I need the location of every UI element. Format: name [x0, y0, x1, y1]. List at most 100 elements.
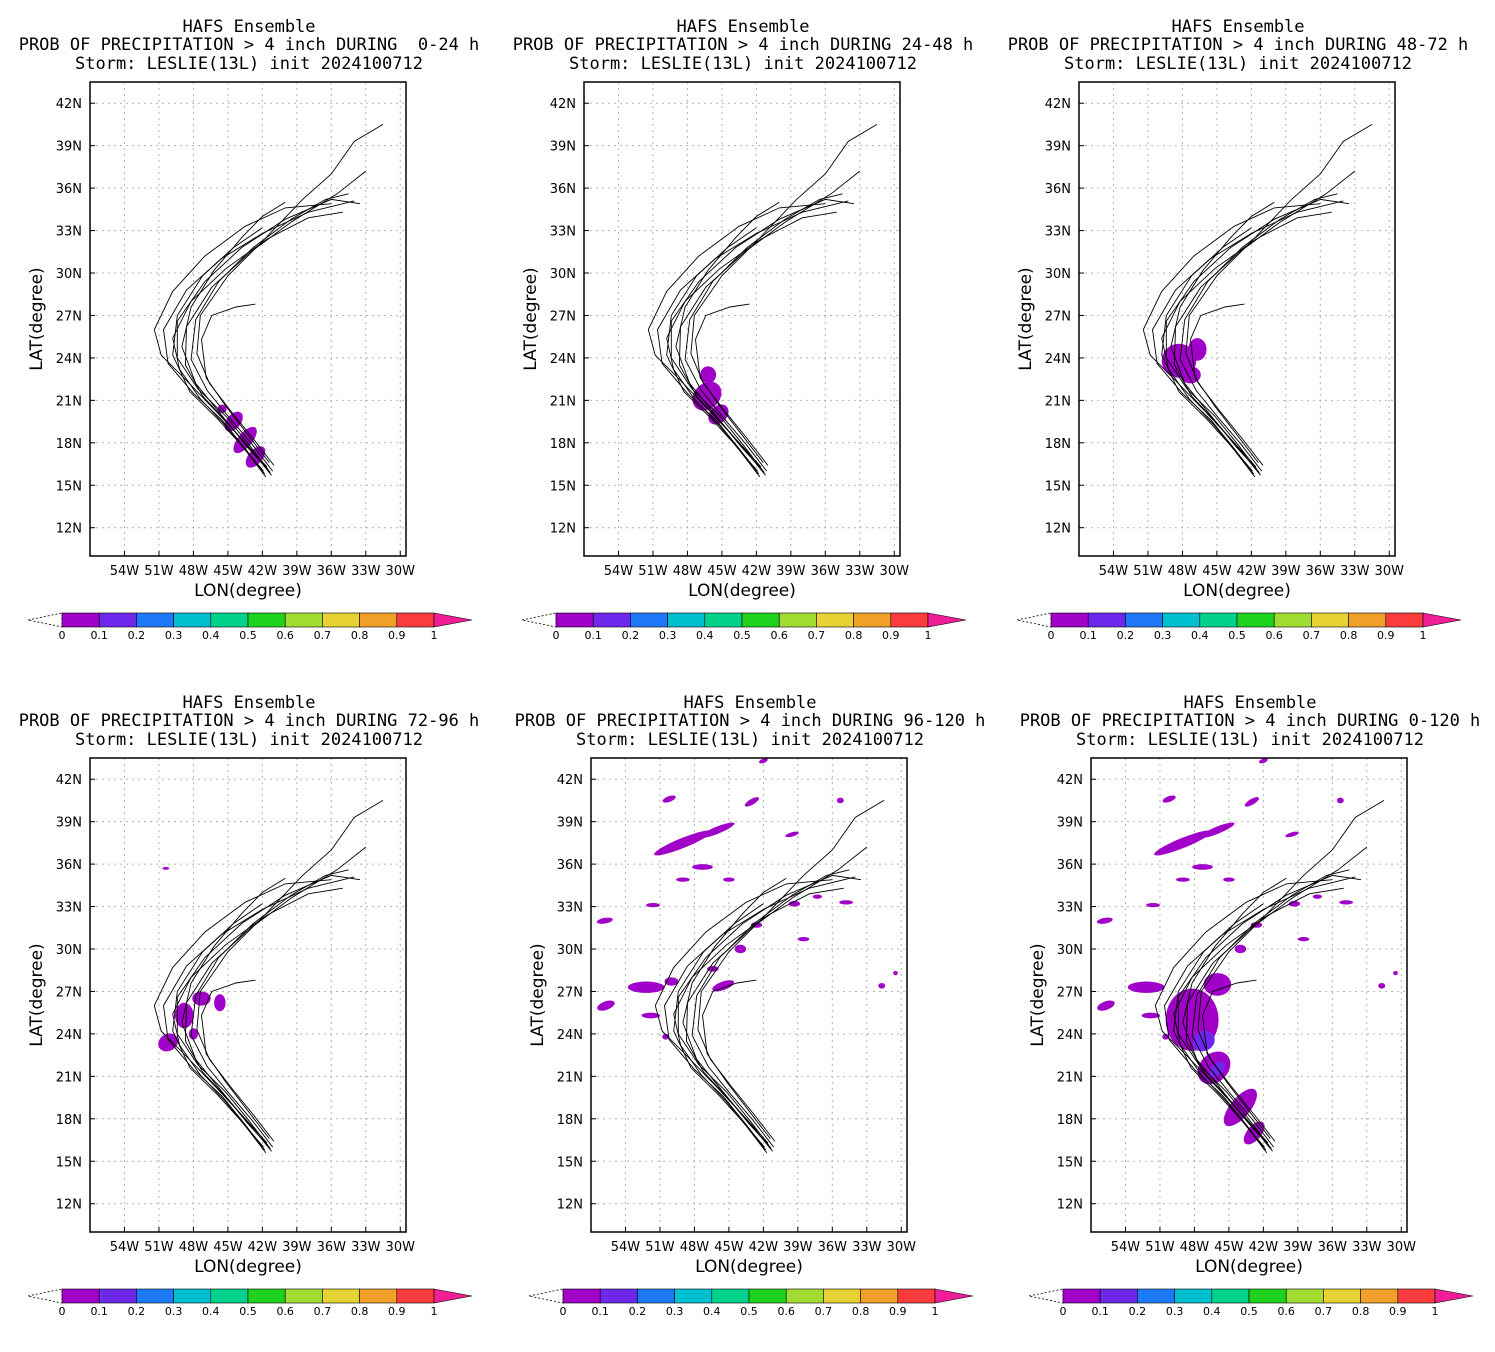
ensemble-track	[1202, 979, 1271, 1139]
y-tick-label: 39N	[1045, 140, 1071, 155]
precip-area	[646, 903, 660, 908]
panel-title: HAFS Ensemble	[1171, 17, 1305, 37]
map-panel: HAFS Ensemble PROB OF PRECIPITATION > 4 i…	[0, 0, 498, 676]
precip-area	[1154, 830, 1212, 856]
x-tick-label: 54W	[110, 1240, 140, 1255]
y-tick-label: 18N	[557, 1113, 583, 1128]
x-tick-label: 54W	[1111, 1240, 1141, 1255]
colorbar-over-arrow	[433, 612, 473, 628]
plot-area	[596, 758, 898, 1154]
y-tick-label: 30N	[1057, 943, 1083, 958]
y-tick-label: 21N	[550, 394, 576, 409]
x-tick-label: 39W	[776, 564, 806, 579]
colorbar-label: 0.1	[90, 1305, 108, 1318]
ensemble-track	[1185, 124, 1373, 466]
y-tick-label: 36N	[56, 182, 82, 197]
ensemble-track	[702, 979, 771, 1139]
ensemble-track	[181, 877, 286, 1149]
y-tick-label: 12N	[56, 1198, 82, 1213]
ensemble-track	[196, 800, 384, 1142]
y-tick-label: 12N	[1057, 1198, 1083, 1213]
colorbar-swatch	[61, 1288, 100, 1304]
x-tick-label: 42W	[248, 564, 278, 579]
panel-subtitle: PROB OF PRECIPITATION > 4 inch DURING 96…	[514, 711, 986, 731]
colorbar-label: 0.3	[1154, 629, 1172, 642]
ensemble-track	[1173, 887, 1344, 1154]
y-tick-label: 12N	[56, 522, 82, 537]
colorbar-over-arrow	[1434, 1288, 1474, 1304]
precip-area	[788, 900, 801, 907]
y-tick-label: 27N	[56, 985, 82, 1000]
ensemble-track	[184, 846, 367, 1152]
x-tick-label: 45W	[213, 1240, 243, 1255]
plot-area	[647, 124, 878, 478]
precip-area	[1127, 981, 1165, 993]
plot-frame	[89, 757, 407, 1233]
colorbar-swatch	[136, 612, 174, 628]
panel-title: HAFS Ensemble	[1183, 693, 1317, 713]
colorbar-under-arrow	[27, 612, 63, 628]
x-tick-label: 45W	[1214, 1240, 1244, 1255]
colorbar-label: 0.8	[1352, 1305, 1370, 1318]
y-tick-label: 24N	[1057, 1028, 1083, 1043]
ensemble-track	[172, 903, 264, 1148]
y-tick-label: 21N	[56, 394, 82, 409]
precip-area	[1336, 797, 1344, 804]
colorbar-label: 0.1	[584, 629, 602, 642]
ensemble-track	[1152, 200, 1344, 475]
colorbar-label: 0.1	[1091, 1305, 1109, 1318]
colorbar-swatch	[359, 612, 398, 628]
colorbar-swatch	[247, 1288, 286, 1304]
ensemble-track	[647, 203, 826, 468]
precip-area	[812, 894, 822, 899]
y-tick-label: 27N	[1045, 309, 1071, 324]
colorbar-label: 0.2	[128, 1305, 146, 1318]
colorbar-label: 0.5	[1228, 629, 1246, 642]
colorbar-swatch	[396, 612, 435, 628]
precip-area	[1176, 877, 1190, 882]
precip-area	[1141, 1012, 1160, 1019]
ensemble-track	[657, 200, 849, 475]
precip-area	[162, 866, 170, 870]
y-tick-label: 24N	[1045, 352, 1071, 367]
precip-area	[1297, 936, 1310, 942]
colorbar-label: 0	[59, 629, 66, 642]
precip-area	[797, 936, 810, 942]
colorbar-swatch	[704, 612, 743, 628]
colorbar-swatch	[562, 1288, 601, 1304]
y-tick-label: 27N	[557, 985, 583, 1000]
colorbar-swatch	[637, 1288, 675, 1304]
colorbar-over-arrow	[934, 1288, 974, 1304]
panel-title: HAFS Ensemble	[182, 17, 316, 37]
precip-area	[175, 1002, 194, 1029]
precip-area	[893, 970, 898, 976]
y-tick-label: 27N	[550, 309, 576, 324]
colorbar-over-arrow	[1422, 612, 1462, 628]
precip-area	[700, 366, 717, 384]
ensemble-track	[1190, 303, 1259, 463]
precip-area	[692, 864, 713, 870]
storm-line: Storm: LESLIE(13L) init 2024100712	[75, 54, 423, 74]
precip-area	[1378, 982, 1386, 989]
colorbar-swatch	[1248, 1288, 1287, 1304]
colorbar-swatch	[322, 612, 360, 628]
x-tick-label: 39W	[282, 564, 312, 579]
colorbar-swatch	[1087, 612, 1126, 628]
colorbar-swatch	[1348, 612, 1387, 628]
precip-area	[700, 822, 735, 838]
y-tick-label: 39N	[1057, 816, 1083, 831]
map-panel: HAFS Ensemble PROB OF PRECIPITATION > 4 i…	[501, 676, 999, 1352]
ensemble-track	[1165, 198, 1350, 470]
panel-subtitle: PROB OF PRECIPITATION > 4 inch DURING 0-…	[18, 35, 480, 55]
colorbar-label: 1	[1432, 1305, 1439, 1318]
colorbar-swatch	[599, 1288, 638, 1304]
colorbar-label: 0.5	[239, 1305, 257, 1318]
x-tick-label: 45W	[707, 564, 737, 579]
ensemble-track	[670, 198, 855, 470]
precip-area	[839, 900, 853, 905]
x-tick-label: 36W	[1318, 1240, 1348, 1255]
precip-area	[597, 1000, 615, 1011]
y-tick-label: 33N	[56, 225, 82, 240]
precip-area	[1162, 795, 1176, 803]
y-tick-label: 27N	[56, 309, 82, 324]
